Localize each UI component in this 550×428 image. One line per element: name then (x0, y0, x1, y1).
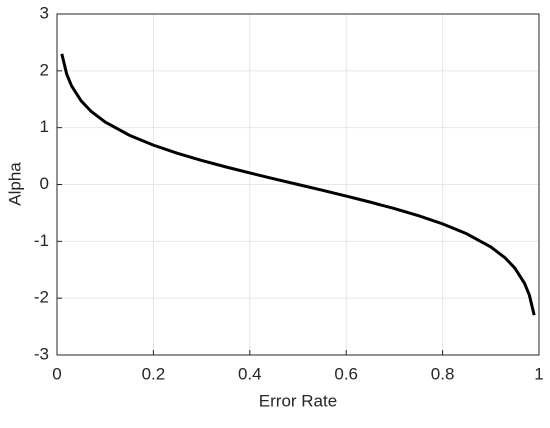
line-series (60, 53, 536, 316)
x-tick-label: 0 (52, 364, 61, 383)
x-tick-label: 0.8 (431, 364, 455, 383)
x-tick-label: 0.4 (238, 364, 262, 383)
plot-frame (56, 13, 540, 356)
y-tick-label: 3 (40, 3, 49, 22)
y-tick-label: -1 (34, 231, 49, 250)
x-axis-label: Error Rate (259, 391, 337, 410)
y-tick-label: 2 (40, 60, 49, 79)
y-tick-label: 0 (40, 174, 49, 193)
x-tick-label: 0.2 (142, 364, 166, 383)
y-tick-label: -3 (34, 344, 49, 363)
x-tick-label: 0.6 (334, 364, 358, 383)
y-axis-label: Alpha (5, 162, 24, 206)
x-tick-label: 1 (534, 364, 543, 383)
y-tick-label: 1 (40, 117, 49, 136)
y-tick-label: -2 (34, 288, 49, 307)
